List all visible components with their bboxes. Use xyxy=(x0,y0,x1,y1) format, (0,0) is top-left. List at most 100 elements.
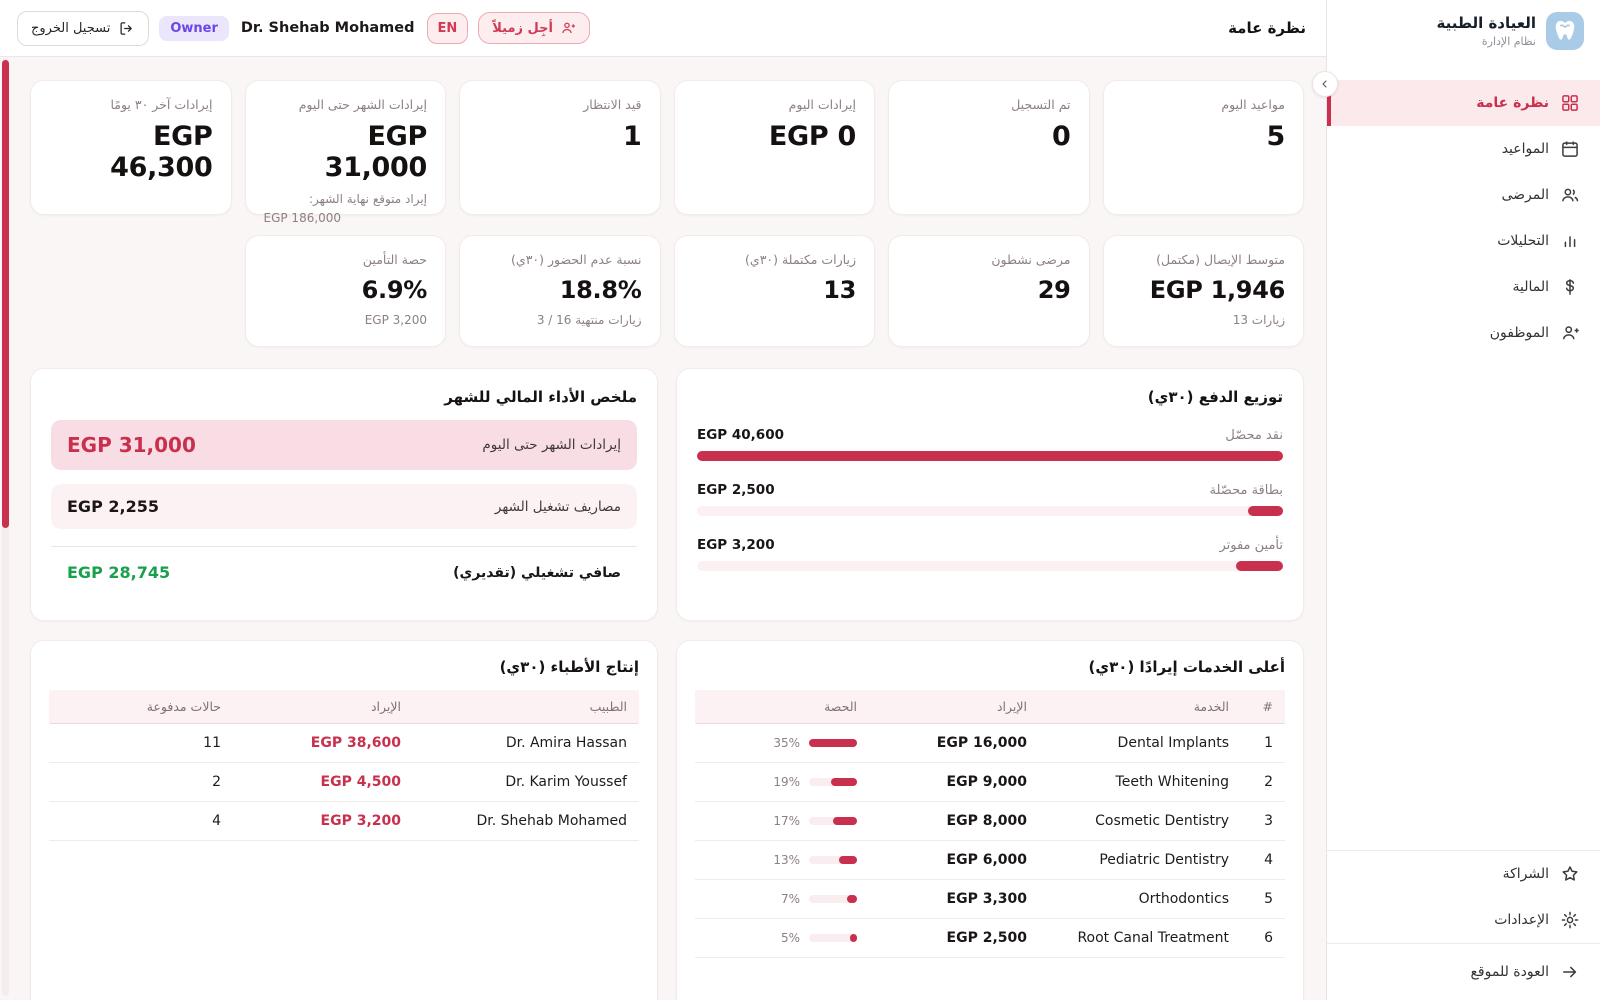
sidebar-item-partnership[interactable]: الشراكة xyxy=(1327,851,1600,897)
calendar-icon xyxy=(1562,141,1578,157)
star-icon xyxy=(1562,866,1578,881)
financial-label: إيرادات الشهر حتى اليوم xyxy=(482,437,621,453)
topbar: نظرة عامة أجِل زميلاً EN Dr. Shehab Moha… xyxy=(0,0,1326,57)
payment-value: EGP 40,600 xyxy=(697,427,784,443)
brand: العيادة الطبية نظام الإدارة xyxy=(1327,0,1600,66)
chevron-left-icon xyxy=(1322,80,1327,88)
payment-row-insurance: تأمين مفوتر EGP 3,200 xyxy=(697,537,1283,571)
sidebar-item-settings[interactable]: الإعدادات xyxy=(1327,897,1600,943)
stat-card-completed-visits: زيارات مكتملة (٣٠ي) 13 xyxy=(673,235,875,347)
sidebar-item-label: المرضى xyxy=(1501,187,1549,203)
divider xyxy=(1327,850,1600,851)
sidebar-item-appointments[interactable]: المواعيد xyxy=(1327,126,1600,172)
stat-subtext: 13 زيارات xyxy=(1232,313,1285,327)
stat-value: 5 xyxy=(1266,121,1286,152)
role-badge: Owner xyxy=(159,15,229,41)
share-bar-track xyxy=(809,934,857,942)
financial-row-revenue: إيرادات الشهر حتى اليوم EGP 31,000 xyxy=(51,420,637,470)
user-plus-icon xyxy=(562,22,575,34)
stat-label: إيرادات آخر ٣٠ يومًا xyxy=(110,97,213,112)
sidebar-item-staff[interactable]: الموظفون xyxy=(1327,310,1600,356)
sidebar-item-finance[interactable]: المالية xyxy=(1327,264,1600,310)
brand-subtitle: نظام الإدارة xyxy=(1481,35,1536,48)
logout-label: تسجيل الخروج xyxy=(31,20,111,36)
financial-label: صافي تشغيلي (تقديري) xyxy=(453,564,621,581)
logout-button[interactable]: تسجيل الخروج xyxy=(17,10,150,46)
payment-bar-fill xyxy=(1247,506,1283,516)
language-toggle-button[interactable]: EN xyxy=(426,12,469,44)
payment-bar-track xyxy=(697,561,1283,571)
sidebar-item-label: الإعدادات xyxy=(1494,912,1549,928)
service-revenue: EGP 9,000 xyxy=(946,774,1027,790)
stat-value: 18.8% xyxy=(559,276,642,304)
dollar-icon xyxy=(1565,279,1575,295)
service-rank: 1 xyxy=(1264,735,1273,751)
back-to-site-link[interactable]: العودة للموقع xyxy=(1327,944,1600,1000)
bottom-row: أعلى الخدمات إيرادًا (٣٠ي) # الخدمة الإي… xyxy=(30,640,1304,1000)
service-rank: 3 xyxy=(1264,813,1273,829)
stat-label: إيرادات اليوم xyxy=(788,97,856,112)
payment-label: بطاقة محصّلة xyxy=(1209,483,1283,498)
service-revenue: EGP 3,300 xyxy=(946,891,1027,907)
sidebar-item-label: التحليلات xyxy=(1497,233,1549,249)
stat-label: مواعيد اليوم xyxy=(1221,97,1285,112)
col-revenue: الإيراد xyxy=(996,699,1027,714)
sidebar-item-label: المواعيد xyxy=(1501,141,1549,157)
divider xyxy=(1327,943,1600,944)
service-name: Dental Implants xyxy=(1117,735,1229,751)
topbar-controls: أجِل زميلاً EN Dr. Shehab Mohamed Owner … xyxy=(17,10,590,46)
brand-title: العيادة الطبية xyxy=(1436,14,1537,32)
stat-card-today-revenue: إيرادات اليوم EGP 0 xyxy=(673,80,875,215)
service-revenue: EGP 2,500 xyxy=(946,930,1027,946)
stat-value: 0 xyxy=(1052,121,1071,152)
refer-colleague-button[interactable]: أجِل زميلاً xyxy=(478,12,590,44)
back-to-site-label: العودة للموقع xyxy=(1470,964,1549,980)
arrow-right-icon xyxy=(1563,966,1577,978)
financial-summary-card: ملخص الأداء المالي للشهر إيرادات الشهر ح… xyxy=(30,368,658,621)
page-scrollbar-track[interactable] xyxy=(2,58,9,996)
table-row: 1 Dental Implants EGP 16,000 35% xyxy=(695,724,1285,763)
payment-bar-fill xyxy=(1236,561,1283,571)
service-rank: 5 xyxy=(1264,891,1273,907)
service-share: 7% xyxy=(707,892,857,906)
col-paid-cases: حالات مدفوعة xyxy=(146,699,221,714)
refer-colleague-label: أجِل زميلاً xyxy=(492,20,553,36)
doctors-table: الطبيب الإيراد حالات مدفوعة Dr. Amira Ha… xyxy=(49,690,639,841)
payment-row-cash: نقد محصّل EGP 40,600 xyxy=(697,427,1283,461)
sidebar-item-overview[interactable]: نظرة عامة xyxy=(1327,80,1600,126)
stat-card-avg-receipt: متوسط الإيصال (مكتمل) EGP 1,946 13 زيارا… xyxy=(1102,235,1304,347)
payment-label: تأمين مفوتر xyxy=(1219,538,1283,553)
services-table: # الخدمة الإيراد الحصة 1 Dental Implants… xyxy=(695,690,1285,958)
stat-value: EGP 31,000 xyxy=(324,121,428,183)
stat-label: زيارات مكتملة (٣٠ي) xyxy=(745,252,856,267)
sidebar-item-patients[interactable]: المرضى xyxy=(1327,172,1600,218)
sidebar-collapse-button[interactable] xyxy=(1312,71,1338,97)
sidebar-footer: الشراكة الإعدادات العودة للموقع xyxy=(1327,850,1600,1000)
gear-icon xyxy=(1561,911,1579,929)
payment-bar-fill xyxy=(697,451,1283,461)
service-name: Pediatric Dentistry xyxy=(1099,852,1229,868)
doctor-name: Dr. Shehab Mohamed xyxy=(476,813,627,829)
table-row: Dr. Shehab Mohamed EGP 3,200 4 xyxy=(49,802,639,841)
stat-value: EGP 46,300 xyxy=(110,121,213,183)
sidebar-nav: نظرة عامة المواعيد المرضى التحليلات الما… xyxy=(1327,80,1600,356)
table-row: 4 Pediatric Dentistry EGP 6,000 13% xyxy=(695,841,1285,880)
page-scrollbar-thumb[interactable] xyxy=(2,60,9,528)
service-rank: 4 xyxy=(1264,852,1273,868)
stat-subtext: إيراد متوقع نهاية الشهر: EGP 186,000 xyxy=(263,192,428,225)
table-row: 6 Root Canal Treatment EGP 2,500 5% xyxy=(695,919,1285,958)
main-content: مواعيد اليوم 5 تم التسجيل 0 إيرادات اليو… xyxy=(12,57,1326,1000)
payment-value: EGP 3,200 xyxy=(697,537,775,553)
sidebar-item-label: المالية xyxy=(1512,279,1549,295)
stat-label: متوسط الإيصال (مكتمل) xyxy=(1156,252,1285,267)
stat-card-no-show-rate: نسبة عدم الحضور (٣٠ي) 18.8% 3 / 16 زيارا… xyxy=(459,235,661,347)
stat-card-last-30d-revenue: إيرادات آخر ٣٠ يومًا EGP 46,300 xyxy=(30,80,232,215)
logout-icon xyxy=(120,21,133,35)
stat-value: 13 xyxy=(823,276,856,304)
sidebar-item-analytics[interactable]: التحليلات xyxy=(1327,218,1600,264)
service-share: 35% xyxy=(707,736,857,750)
service-share: 17% xyxy=(707,814,857,828)
stat-value: 6.9% xyxy=(361,276,428,304)
table-row: 5 Orthodontics EGP 3,300 7% xyxy=(695,880,1285,919)
